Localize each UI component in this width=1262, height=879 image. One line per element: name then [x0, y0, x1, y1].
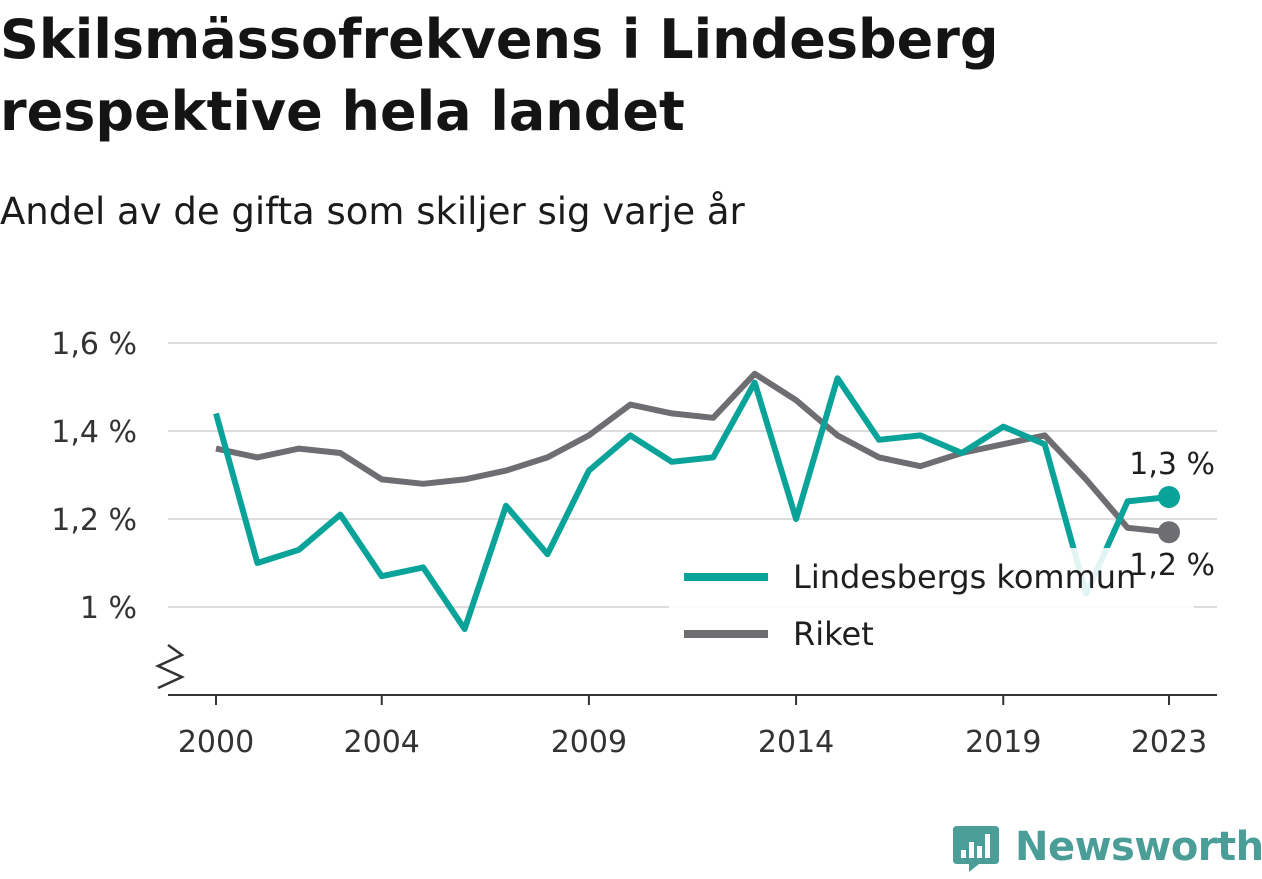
brand-name: Newsworthy	[1015, 824, 1262, 870]
y-tick-label: 1,6 %	[51, 327, 137, 362]
axes: 1 % 1,2 % 1,4 % 1,6 % 2000 2004 2009 2014 2019 20…	[51, 327, 1217, 760]
chart-subtitle: Andel av de gifta som skiljer sig varje …	[0, 190, 745, 233]
x-tick-label: 2000	[178, 725, 254, 760]
newsworthy-logo: Newsworthy	[951, 819, 1262, 875]
y-tick-label: 1,4 %	[51, 415, 137, 450]
end-point-riket	[1158, 521, 1180, 544]
axis-break-mark	[154, 643, 186, 690]
newsworthy-logo-icon	[953, 826, 999, 872]
x-tick-label: 2004	[344, 725, 420, 760]
y-tick-label: 1 %	[80, 591, 137, 626]
line-chart: 1 % 1,2 % 1,4 % 1,6 % 2000 2004 2009 2014 2019 20…	[51, 327, 1217, 760]
series-line-riket	[215, 370, 1170, 536]
series-line-lindesberg	[213, 375, 1170, 632]
x-tick-label: 2009	[551, 725, 627, 760]
legend-background	[669, 548, 1194, 666]
series-lines	[213, 370, 1170, 632]
y-tick-label: 1,2 %	[51, 503, 137, 538]
x-tick-label: 2019	[965, 725, 1041, 760]
x-tick-label: 2014	[758, 725, 834, 760]
end-label-riket: 1,2 %	[1129, 548, 1215, 583]
chart-title: Skilsmässofrekvens i Lindesberg respekti…	[0, 8, 999, 143]
end-point-lindesberg	[1158, 486, 1180, 508]
end-label-lindesberg: 1,3 %	[1129, 447, 1215, 482]
x-tick-label: 2023	[1131, 725, 1207, 760]
legend-label: Lindesbergs kommun	[793, 558, 1136, 596]
legend: Lindesbergs kommun Riket	[669, 548, 1194, 666]
legend-label: Riket	[793, 615, 874, 653]
end-labels: 1,3 % 1,2 %	[1129, 447, 1215, 583]
